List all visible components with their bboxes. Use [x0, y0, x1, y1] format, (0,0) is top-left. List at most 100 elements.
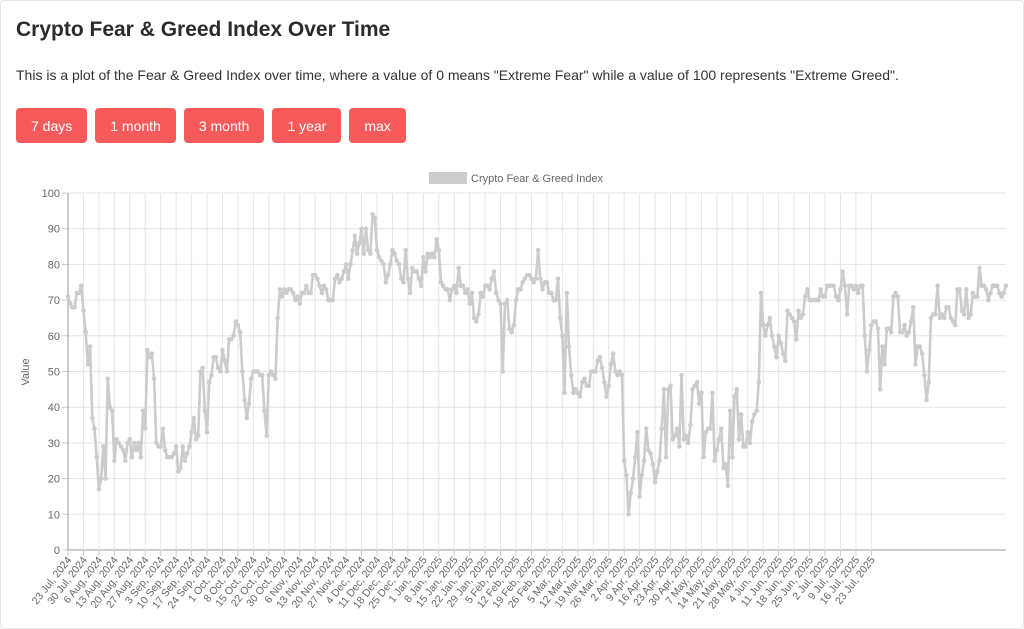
- data-point[interactable]: [615, 372, 620, 378]
- data-point[interactable]: [398, 276, 404, 281]
- data-point[interactable]: [937, 315, 943, 321]
- data-point[interactable]: [209, 372, 214, 378]
- data-point[interactable]: [319, 290, 325, 296]
- data-point[interactable]: [145, 347, 150, 353]
- data-point[interactable]: [76, 290, 82, 296]
- legend-label[interactable]: Crypto Fear & Greed Index: [471, 173, 604, 185]
- data-point[interactable]: [593, 369, 598, 374]
- data-point[interactable]: [692, 383, 698, 389]
- data-point[interactable]: [654, 469, 660, 474]
- data-point[interactable]: [794, 337, 799, 342]
- data-point[interactable]: [628, 490, 634, 496]
- data-point[interactable]: [476, 312, 481, 317]
- data-point[interactable]: [511, 322, 517, 328]
- data-point[interactable]: [619, 372, 625, 378]
- data-point[interactable]: [624, 472, 629, 478]
- data-point[interactable]: [125, 440, 130, 446]
- data-point[interactable]: [906, 329, 912, 335]
- data-point[interactable]: [381, 262, 386, 267]
- data-point[interactable]: [354, 251, 360, 256]
- data-point[interactable]: [78, 283, 84, 289]
- data-point[interactable]: [650, 462, 656, 467]
- data-point[interactable]: [440, 283, 446, 289]
- data-point[interactable]: [231, 333, 236, 339]
- data-point[interactable]: [407, 290, 413, 296]
- data-point[interactable]: [599, 365, 605, 371]
- data-point[interactable]: [586, 383, 592, 389]
- data-point[interactable]: [540, 287, 545, 292]
- data-point[interactable]: [986, 297, 991, 303]
- data-point[interactable]: [268, 369, 274, 374]
- data-point[interactable]: [341, 269, 347, 274]
- data-point[interactable]: [639, 472, 645, 478]
- data-point[interactable]: [284, 290, 289, 296]
- data-point[interactable]: [480, 294, 486, 299]
- data-point[interactable]: [293, 297, 298, 303]
- data-point[interactable]: [65, 294, 71, 299]
- data-point[interactable]: [213, 354, 219, 360]
- data-point[interactable]: [727, 408, 733, 414]
- data-point[interactable]: [248, 376, 254, 381]
- data-point[interactable]: [800, 312, 806, 317]
- data-point[interactable]: [114, 437, 119, 442]
- range-1-month-button[interactable]: 1 month: [95, 108, 176, 143]
- data-point[interactable]: [672, 433, 678, 439]
- data-point[interactable]: [474, 319, 479, 324]
- data-point[interactable]: [447, 297, 453, 303]
- data-point[interactable]: [555, 276, 561, 281]
- data-point[interactable]: [467, 301, 472, 306]
- data-point[interactable]: [129, 454, 135, 460]
- data-point[interactable]: [81, 308, 86, 314]
- data-point[interactable]: [429, 251, 435, 256]
- data-point[interactable]: [849, 283, 854, 289]
- data-point[interactable]: [774, 354, 779, 360]
- data-point[interactable]: [643, 426, 649, 431]
- data-point[interactable]: [436, 247, 442, 253]
- data-point[interactable]: [180, 444, 186, 449]
- data-point[interactable]: [489, 276, 495, 281]
- data-point[interactable]: [816, 297, 821, 303]
- data-point[interactable]: [357, 240, 362, 246]
- data-point[interactable]: [877, 387, 883, 392]
- data-point[interactable]: [641, 458, 647, 464]
- data-point[interactable]: [805, 287, 810, 292]
- data-point[interactable]: [679, 372, 684, 378]
- data-point[interactable]: [363, 226, 369, 231]
- data-point[interactable]: [273, 376, 278, 381]
- data-point[interactable]: [782, 358, 788, 364]
- data-point[interactable]: [988, 290, 993, 296]
- data-point[interactable]: [946, 304, 951, 310]
- data-point[interactable]: [842, 283, 848, 289]
- data-point[interactable]: [189, 429, 194, 435]
- data-point[interactable]: [67, 301, 73, 306]
- data-point[interactable]: [518, 287, 523, 292]
- data-point[interactable]: [184, 451, 190, 456]
- data-point[interactable]: [361, 251, 367, 256]
- data-point[interactable]: [264, 433, 269, 439]
- data-point[interactable]: [862, 333, 868, 339]
- data-point[interactable]: [317, 283, 322, 289]
- data-point[interactable]: [387, 262, 393, 267]
- data-point[interactable]: [919, 351, 925, 356]
- data-point[interactable]: [242, 397, 247, 403]
- data-point[interactable]: [785, 308, 790, 314]
- data-point[interactable]: [434, 237, 439, 242]
- data-point[interactable]: [520, 279, 525, 285]
- data-point[interactable]: [173, 444, 179, 449]
- data-point[interactable]: [182, 458, 188, 464]
- data-point[interactable]: [500, 369, 506, 374]
- data-point[interactable]: [747, 440, 753, 446]
- data-point[interactable]: [562, 390, 567, 396]
- data-point[interactable]: [886, 326, 892, 331]
- data-point[interactable]: [290, 290, 296, 296]
- data-point[interactable]: [352, 233, 358, 239]
- data-point[interactable]: [568, 372, 574, 378]
- data-point[interactable]: [681, 437, 687, 442]
- data-point[interactable]: [118, 444, 124, 449]
- data-point[interactable]: [553, 297, 559, 303]
- data-point[interactable]: [659, 426, 664, 431]
- data-point[interactable]: [365, 247, 371, 253]
- data-point[interactable]: [394, 258, 400, 264]
- data-point[interactable]: [780, 351, 786, 356]
- data-point[interactable]: [374, 247, 380, 253]
